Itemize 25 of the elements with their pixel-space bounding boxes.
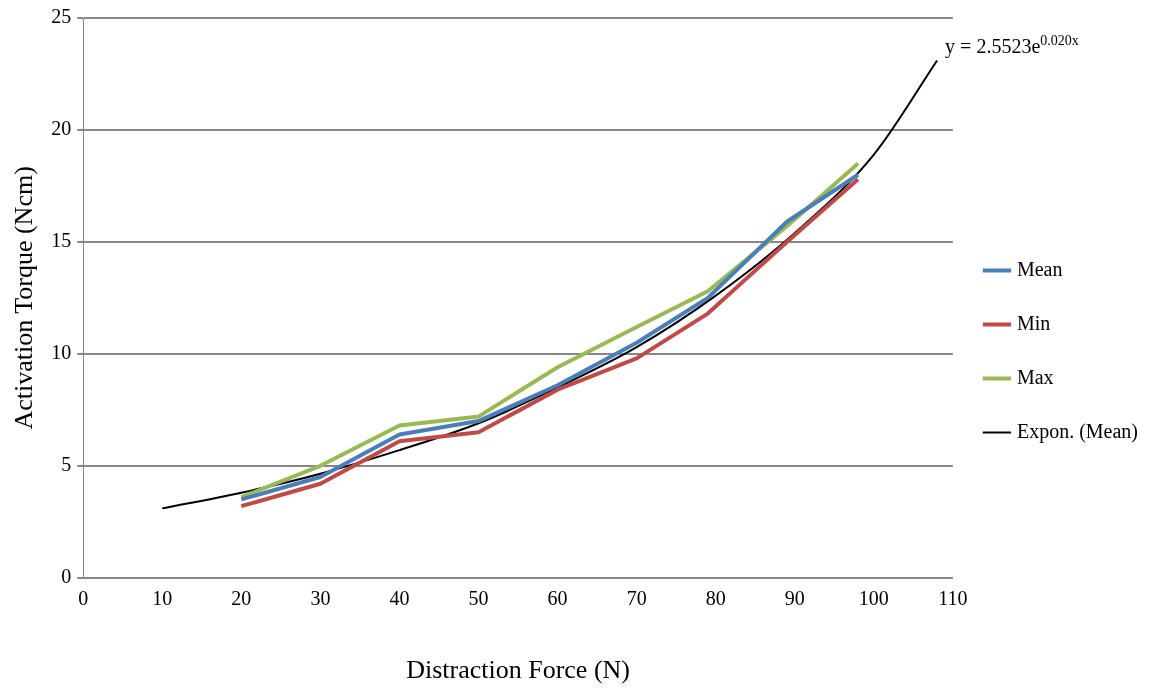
y-tick-label: 5 (61, 453, 72, 476)
x-tick-label: 90 (784, 587, 805, 610)
x-tick-label: 50 (468, 587, 489, 610)
x-axis-title: Distraction Force (N) (406, 655, 630, 685)
x-tick-label: 100 (858, 587, 889, 610)
legend-label: Mean (1016, 257, 1063, 280)
legend-label: Min (1016, 311, 1051, 334)
x-tick-label: 30 (310, 587, 331, 610)
y-tick-label: 0 (61, 565, 72, 588)
y-tick-label: 15 (51, 229, 72, 252)
x-tick-label: 110 (938, 587, 968, 610)
y-tick-label: 20 (51, 117, 72, 140)
legend-label: Expon. (Mean) (1016, 419, 1138, 443)
y-axis-title: Activation Torque (Ncm) (9, 166, 39, 430)
x-tick-label: 20 (231, 587, 252, 610)
x-tick-label: 80 (705, 587, 726, 610)
x-tick-label: 70 (626, 587, 647, 610)
y-tick-label: 25 (51, 5, 72, 28)
x-tick-label: 0 (78, 587, 89, 610)
y-tick-label: 10 (51, 341, 72, 364)
x-tick-label: 40 (389, 587, 410, 610)
line-series (161, 59, 939, 510)
x-tick-label: 60 (547, 587, 568, 610)
legend-label: Max (1016, 365, 1054, 388)
x-tick-label: 10 (152, 587, 173, 610)
